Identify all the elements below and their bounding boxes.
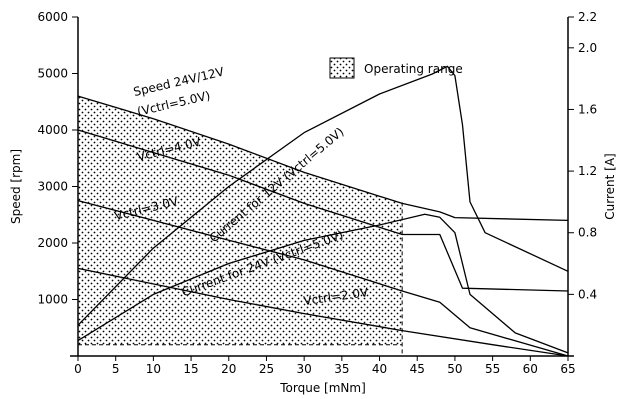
x-tick-label: 30 [297,362,312,376]
y-right-tick-label: 0.4 [578,287,597,301]
x-tick-label: 60 [523,362,538,376]
x-tick-label: 65 [560,362,575,376]
y-right-tick-label: 0.8 [578,226,597,240]
y-left-tick-label: 5000 [37,67,68,81]
x-tick-label: 0 [74,362,82,376]
series-line-5 [77,213,569,354]
x-tick-label: 20 [221,362,236,376]
x-tick-label: 50 [447,362,462,376]
x-tick-label: 15 [183,362,198,376]
y-left-tick-label: 2000 [37,236,68,250]
y-right-tick-label: 2.0 [578,41,597,55]
x-axis-title: Torque [mNm] [279,381,366,395]
x-tick-label: 40 [372,362,387,376]
series-line-3 [77,267,569,357]
y-left-tick-label: 6000 [37,10,68,24]
y-left-tick-label: 1000 [37,293,68,307]
series-line-1 [77,129,569,292]
series-line-0 [77,95,569,222]
y-right-tick-label: 2.2 [578,10,597,24]
curve-annotation: Speed 24V/12V [132,64,226,99]
series-line-2 [77,199,569,357]
legend-swatch [329,57,355,79]
x-tick-label: 10 [146,362,161,376]
y-left-tick-label: 4000 [37,123,68,137]
x-tick-label: 25 [259,362,274,376]
series-line-4 [77,65,569,326]
y-right-axis-title: Current [A] [603,153,617,219]
y-left-axis-title: Speed [rpm] [9,149,23,224]
x-tick-label: 45 [410,362,425,376]
operating-range-area [78,96,403,345]
y-right-tick-label: 1.2 [578,164,597,178]
y-left-tick-label: 3000 [37,180,68,194]
legend-label: Operating range [364,62,463,76]
y-right-tick-label: 1.6 [578,102,597,116]
x-tick-label: 55 [485,362,500,376]
x-tick-label: 5 [112,362,120,376]
x-tick-label: 35 [334,362,349,376]
